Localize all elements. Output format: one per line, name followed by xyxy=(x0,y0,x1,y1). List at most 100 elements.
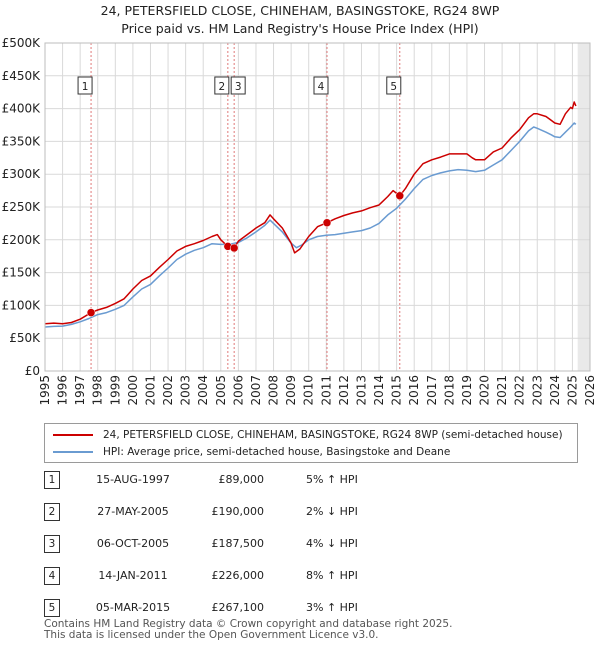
sale-marker-badge: 3 xyxy=(230,76,246,95)
hpi-series-line xyxy=(44,122,577,328)
x-tick-label: 2003 xyxy=(179,375,193,406)
y-tick-label: £500K xyxy=(2,36,42,50)
title-line-2: Price paid vs. HM Land Registry's House … xyxy=(121,21,479,36)
x-tick-label: 2026 xyxy=(583,375,597,406)
x-tick-label: 2010 xyxy=(302,375,316,406)
sale-number-badge: 1 xyxy=(44,471,60,489)
x-tick-label: 2021 xyxy=(495,375,509,406)
sale-marker-badge-box xyxy=(230,76,246,95)
x-tick-label: 2014 xyxy=(372,375,386,406)
sale-marker-badge-label: 5 xyxy=(390,81,397,93)
x-tick-label: 2017 xyxy=(425,375,439,406)
y-tick-label: £100K xyxy=(2,298,42,312)
legend-label-hpi: HPI: Average price, semi-detached house,… xyxy=(103,446,451,458)
x-tick-label: 2020 xyxy=(478,375,492,406)
x-tick-label: 2009 xyxy=(284,375,298,406)
plot-border xyxy=(44,42,591,372)
sale-number-badge: 2 xyxy=(44,503,60,521)
sale-hpi-diff: 3% ↑ HPI xyxy=(306,601,358,614)
sale-hpi-diff: 4% ↓ HPI xyxy=(306,537,358,550)
y-tick-label: £400K xyxy=(2,102,42,116)
sale-point xyxy=(322,218,332,227)
x-tick-label: 2015 xyxy=(390,375,404,406)
sale-price: £89,000 xyxy=(218,473,265,486)
x-tick-label: 2000 xyxy=(126,375,140,406)
sale-row: 1 15-AUG-1997 £89,000 5% ↑ HPI xyxy=(44,471,384,491)
x-tick-label: 2011 xyxy=(319,375,333,406)
sale-row: 5 05-MAR-2015 £267,100 3% ↑ HPI xyxy=(44,599,384,619)
y-tick-label: £200K xyxy=(2,233,42,247)
y-tick-label: £350K xyxy=(2,134,42,148)
sale-point xyxy=(229,243,239,253)
sale-marker-badge-box xyxy=(386,76,402,95)
sale-number-badge: 3 xyxy=(44,535,60,553)
x-tick-label: 2002 xyxy=(161,375,175,406)
x-tick-label: 2007 xyxy=(249,375,263,406)
x-tick-label: 2008 xyxy=(267,375,281,406)
sale-row: 3 06-OCT-2005 £187,500 4% ↓ HPI xyxy=(44,535,384,555)
sale-marker-badge-label: 2 xyxy=(218,81,225,93)
legend: 24, PETERSFIELD CLOSE, CHINEHAM, BASINGS… xyxy=(44,423,578,463)
legend-swatch-property xyxy=(53,434,93,436)
title-line-1: 24, PETERSFIELD CLOSE, CHINEHAM, BASINGS… xyxy=(100,3,500,18)
footer-copyright: Contains HM Land Registry data © Crown c… xyxy=(44,618,453,630)
sale-date: 27-MAY-2005 xyxy=(97,505,169,518)
x-tick-label: 2024 xyxy=(548,375,562,406)
y-tick-label: £450K xyxy=(2,69,42,83)
x-tick-label: 2006 xyxy=(231,375,245,406)
y-tick-label: £250K xyxy=(2,200,42,214)
sale-marker-badge-label: 3 xyxy=(235,81,242,93)
sale-date: 06-OCT-2005 xyxy=(96,537,170,550)
sale-marker-badge: 5 xyxy=(386,76,402,95)
sale-marker-badge: 4 xyxy=(313,76,329,95)
y-tick-label: £0 xyxy=(25,364,40,378)
x-tick-label: 1996 xyxy=(56,375,70,406)
sale-hpi-diff: 8% ↑ HPI xyxy=(306,569,358,582)
sale-marker-badge-box xyxy=(313,76,329,95)
y-tick-label: £50K xyxy=(9,331,41,345)
sale-row: 2 27-MAY-2005 £190,000 2% ↓ HPI xyxy=(44,503,384,523)
sale-price: £190,000 xyxy=(211,505,265,518)
legend-swatch-hpi xyxy=(53,451,93,453)
sale-marker-badge-box xyxy=(77,76,93,95)
sale-price: £187,500 xyxy=(211,537,265,550)
x-tick-label: 2022 xyxy=(513,375,527,406)
x-tick-label: 2018 xyxy=(442,375,456,406)
x-tick-label: 2005 xyxy=(214,375,228,406)
price-chart: £0 £50K £100K £150K £200K £250K £300K £350K £400… xyxy=(2,36,597,406)
x-tick-label: 2012 xyxy=(337,375,351,406)
sale-hpi-diff: 5% ↑ HPI xyxy=(306,473,358,486)
x-tick-label: 2013 xyxy=(354,375,368,406)
x-tick-label: 2016 xyxy=(407,375,421,406)
footer: Contains HM Land Registry data © Crown c… xyxy=(44,619,452,641)
legend-label-property: 24, PETERSFIELD CLOSE, CHINEHAM, BASINGS… xyxy=(103,429,563,441)
y-tick-label: £150K xyxy=(2,266,42,280)
x-tick-label: 2004 xyxy=(196,375,210,406)
sale-marker-badge: 2 xyxy=(214,76,230,95)
sale-date: 14-JAN-2011 xyxy=(98,569,168,582)
x-tick-label: 1995 xyxy=(38,375,52,406)
sale-number-badge: 4 xyxy=(44,567,60,585)
x-tick-label: 1997 xyxy=(73,375,87,406)
sale-number-badge: 5 xyxy=(44,599,60,617)
sale-date: 05-MAR-2015 xyxy=(95,601,171,614)
sale-marker-badge-box xyxy=(214,76,230,95)
y-tick-label: £300K xyxy=(2,167,42,181)
x-tick-label: 1999 xyxy=(108,375,122,406)
sale-marker-badge: 1 xyxy=(77,76,93,95)
x-tick-label: 2023 xyxy=(530,375,544,406)
sale-price: £226,000 xyxy=(211,569,265,582)
property-series-line xyxy=(44,101,577,325)
sale-point xyxy=(395,191,405,201)
sale-price: £267,100 xyxy=(211,601,265,614)
x-tick-label: 2001 xyxy=(143,375,157,406)
sale-hpi-diff: 2% ↓ HPI xyxy=(306,505,358,518)
chart-title: 24, PETERSFIELD CLOSE, CHINEHAM, BASINGS… xyxy=(0,2,600,38)
footer-licence: This data is licensed under the Open Gov… xyxy=(44,629,379,641)
sale-marker-badge-label: 4 xyxy=(318,81,325,93)
sale-row: 4 14-JAN-2011 £226,000 8% ↑ HPI xyxy=(44,567,384,587)
sale-point xyxy=(86,308,96,317)
sale-date: 15-AUG-1997 xyxy=(96,473,170,486)
sale-marker-badge-label: 1 xyxy=(82,81,89,93)
x-tick-label: 2019 xyxy=(460,375,474,406)
